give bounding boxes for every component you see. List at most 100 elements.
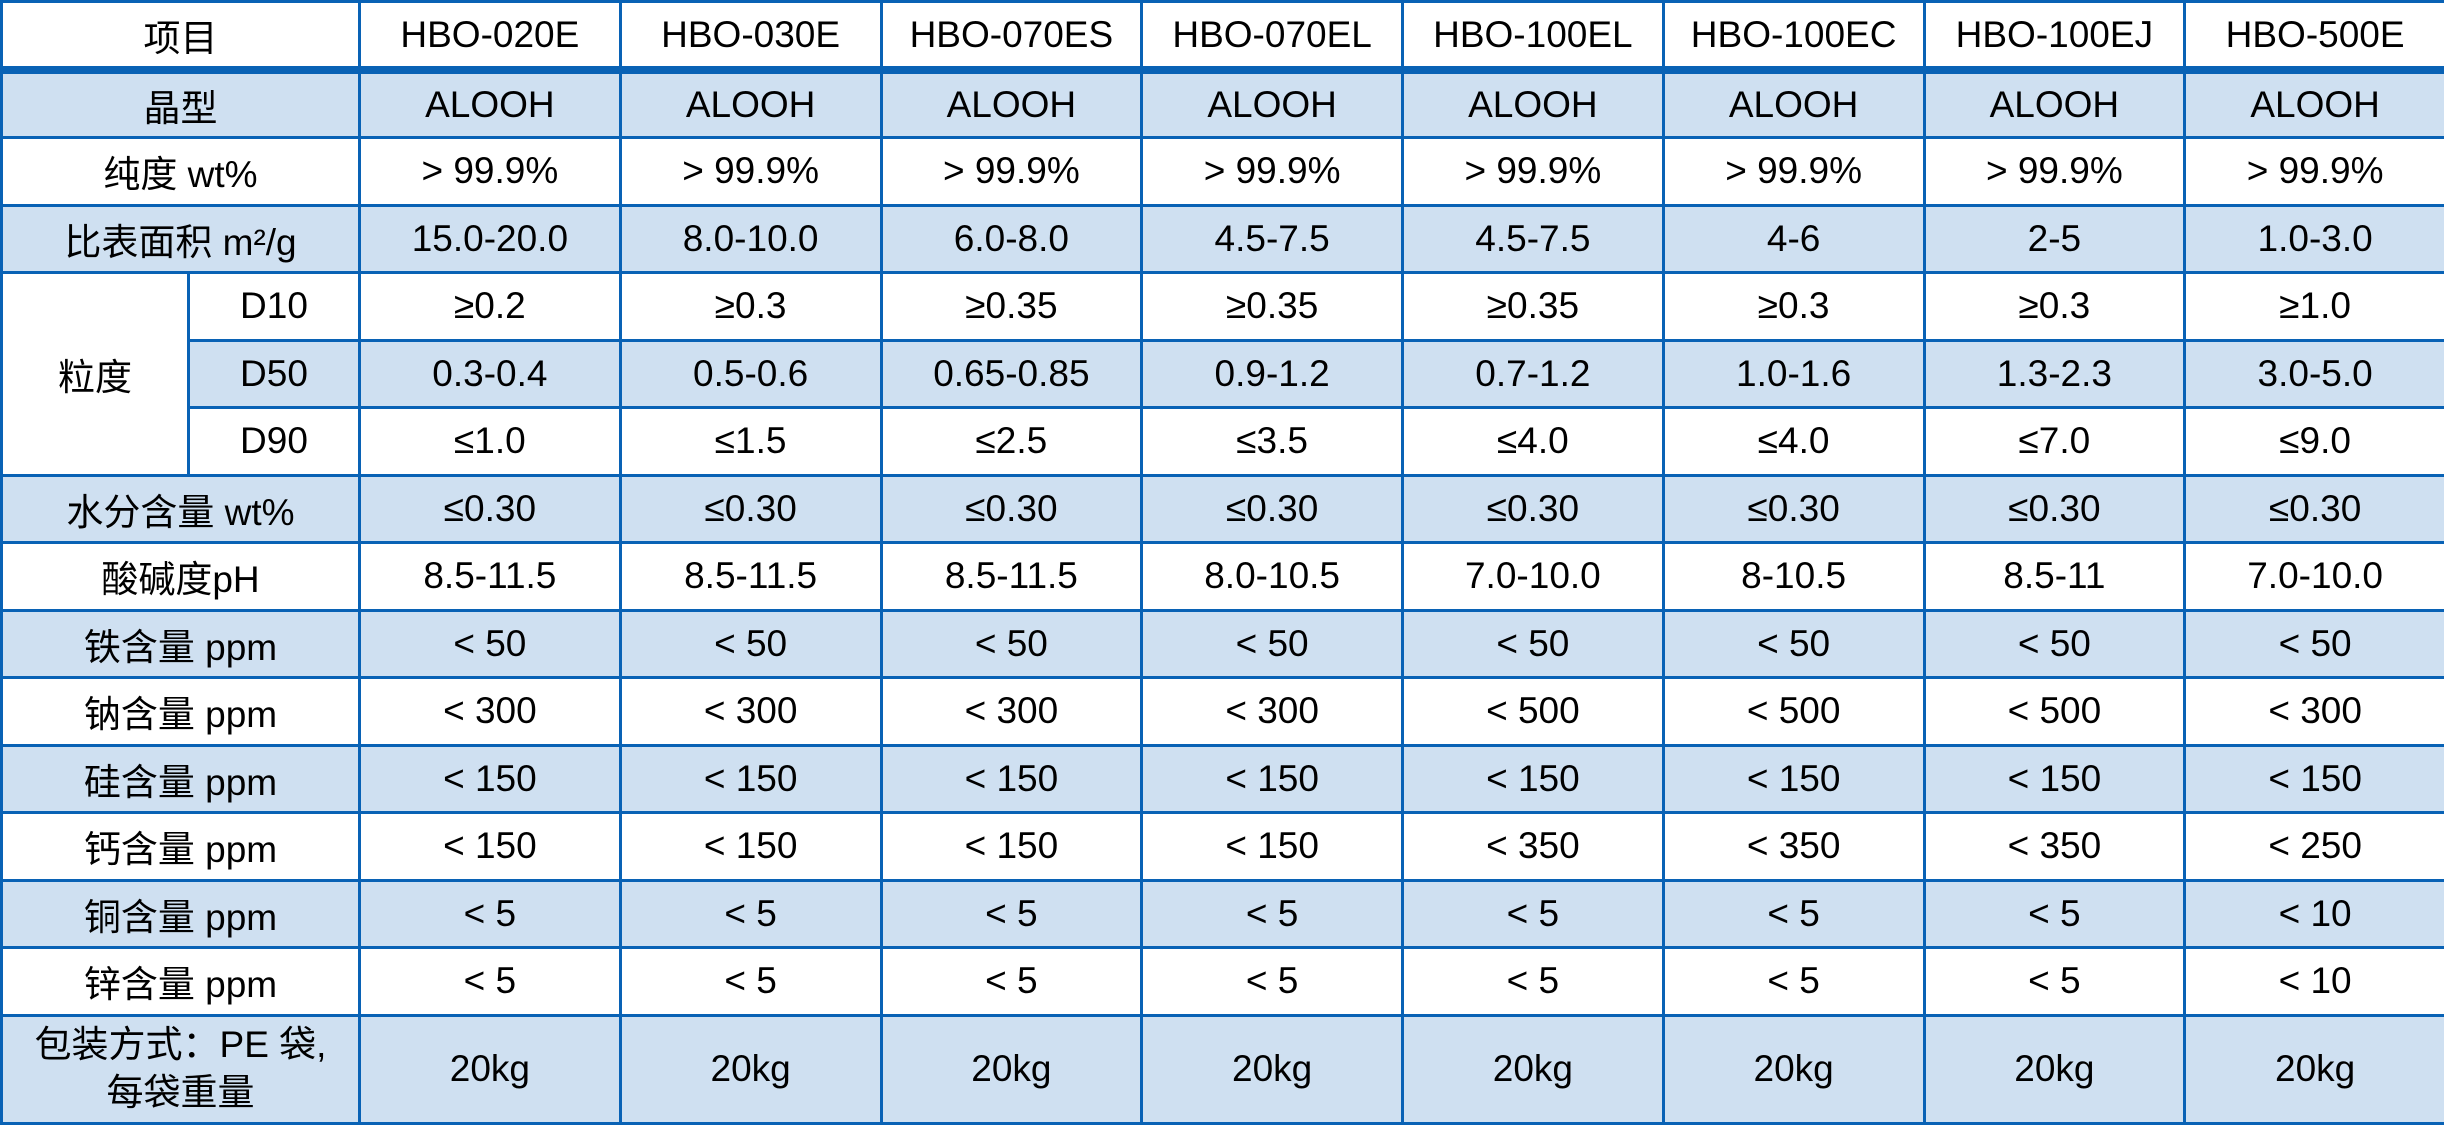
cell-value: < 50 [879, 608, 1144, 680]
cell-value: ≤0.30 [618, 473, 883, 545]
cell-value: < 150 [358, 743, 622, 815]
cell-value: ALOOH [358, 68, 622, 140]
cell-value: < 150 [358, 811, 622, 882]
cell-value: > 99.9% [618, 136, 883, 207]
cell-value: ≤1.0 [358, 406, 622, 477]
cell-value: < 300 [358, 676, 622, 747]
row-silicon-content: 硅含量 ppm < 150 < 150 < 150 < 150 < 150 < … [0, 743, 2444, 815]
row-label-silicon: 硅含量 ppm [0, 743, 361, 815]
cell-value: ALOOH [1401, 68, 1665, 140]
cell-value: ≥0.3 [618, 271, 883, 342]
sub-label-d90: D90 [187, 406, 361, 477]
cell-value: 8-10.5 [1661, 541, 1926, 612]
cell-value: 8.5-11.5 [618, 541, 883, 612]
cell-value: < 10 [2183, 946, 2444, 1017]
cell-value: < 300 [2183, 676, 2444, 747]
cell-value: < 350 [1401, 811, 1665, 882]
packaging-label-line2: 每袋重量 [106, 1072, 255, 1114]
cell-value: 0.7-1.2 [1401, 338, 1665, 410]
cell-value: 0.5-0.6 [618, 338, 883, 410]
cell-value: < 5 [358, 878, 622, 950]
cell-value: < 5 [879, 878, 1144, 950]
cell-value: ≤1.5 [618, 406, 883, 477]
cell-value: ≤0.30 [358, 473, 622, 545]
cell-value: 3.0-5.0 [2183, 338, 2444, 410]
cell-value: ≥0.35 [1401, 271, 1665, 342]
cell-value: 1.3-2.3 [1922, 338, 2187, 410]
cell-value: > 99.9% [2183, 136, 2444, 207]
cell-value: < 300 [1140, 676, 1404, 747]
cell-value: < 5 [1401, 946, 1665, 1017]
cell-value: < 5 [1661, 878, 1926, 950]
cell-value: 6.0-8.0 [879, 203, 1144, 275]
cell-value: > 99.9% [879, 136, 1144, 207]
cell-value: ≤4.0 [1401, 406, 1665, 477]
row-label-specific-surface-area: 比表面积 m²/g [0, 203, 361, 275]
cell-value: ≤4.0 [1661, 406, 1926, 477]
cell-value: < 500 [1401, 676, 1665, 747]
cell-value: < 150 [618, 811, 883, 882]
row-label-zinc: 锌含量 ppm [0, 946, 361, 1017]
cell-value: 8.5-11.5 [358, 541, 622, 612]
cell-value: < 50 [1661, 608, 1926, 680]
cell-value: > 99.9% [1401, 136, 1665, 207]
row-purity: 纯度 wt% > 99.9% > 99.9% > 99.9% > 99.9% >… [0, 136, 2444, 207]
cell-value: > 99.9% [358, 136, 622, 207]
cell-value: ≥0.35 [879, 271, 1144, 342]
packaging-label-line1: 包装方式：PE 袋, [34, 1024, 327, 1066]
header-product-hbo-100el: HBO-100EL [1401, 0, 1665, 75]
cell-value: ≥0.3 [1922, 271, 2187, 342]
row-zinc-content: 锌含量 ppm < 5 < 5 < 5 < 5 < 5 < 5 < 5 < 10 [0, 946, 2444, 1017]
cell-value: 4.5-7.5 [1140, 203, 1404, 275]
cell-value: ≤0.30 [1140, 473, 1404, 545]
cell-value: ≤2.5 [879, 406, 1144, 477]
sub-label-d10: D10 [187, 271, 361, 342]
header-product-hbo-100ec: HBO-100EC [1661, 0, 1926, 75]
cell-value: > 99.9% [1140, 136, 1404, 207]
header-product-hbo-070es: HBO-070ES [879, 0, 1144, 75]
cell-value: < 150 [1661, 743, 1926, 815]
header-row: 项目 HBO-020E HBO-030E HBO-070ES HBO-070EL… [0, 0, 2444, 75]
cell-value: < 50 [1922, 608, 2187, 680]
cell-value: < 350 [1661, 811, 1926, 882]
row-label-ph: 酸碱度pH [0, 541, 361, 612]
cell-value: < 50 [1140, 608, 1404, 680]
cell-value: 8.0-10.5 [1140, 541, 1404, 612]
cell-value: < 150 [1140, 743, 1404, 815]
header-product-hbo-020e: HBO-020E [358, 0, 622, 75]
cell-value: ≥0.2 [358, 271, 622, 342]
cell-value: 1.0-3.0 [2183, 203, 2444, 275]
cell-value: < 300 [618, 676, 883, 747]
cell-value: ALOOH [1140, 68, 1404, 140]
row-label-calcium: 钙含量 ppm [0, 811, 361, 882]
cell-value: 20kg [1661, 1013, 1926, 1125]
row-packaging: 包装方式：PE 袋, 每袋重量 20kg 20kg 20kg 20kg 20kg… [0, 1013, 2444, 1125]
cell-value: < 350 [1922, 811, 2187, 882]
row-moisture: 水分含量 wt% ≤0.30 ≤0.30 ≤0.30 ≤0.30 ≤0.30 ≤… [0, 473, 2444, 545]
cell-value: ALOOH [879, 68, 1144, 140]
cell-value: 20kg [1140, 1013, 1404, 1125]
cell-value: < 500 [1661, 676, 1926, 747]
sub-label-d50: D50 [187, 338, 361, 410]
row-sodium-content: 钠含量 ppm < 300 < 300 < 300 < 300 < 500 < … [0, 676, 2444, 747]
cell-value: 7.0-10.0 [1401, 541, 1665, 612]
cell-value: < 50 [2183, 608, 2444, 680]
cell-value: 8.5-11.5 [879, 541, 1144, 612]
cell-value: ≤0.30 [879, 473, 1144, 545]
cell-value: < 5 [618, 878, 883, 950]
cell-value: < 5 [1922, 878, 2187, 950]
row-specific-surface-area: 比表面积 m²/g 15.0-20.0 8.0-10.0 6.0-8.0 4.5… [0, 203, 2444, 275]
cell-value: < 5 [1401, 878, 1665, 950]
cell-value: 8.5-11 [1922, 541, 2187, 612]
cell-value: 8.0-10.0 [618, 203, 883, 275]
cell-value: < 5 [618, 946, 883, 1017]
cell-value: 20kg [1401, 1013, 1665, 1125]
cell-value: < 5 [1922, 946, 2187, 1017]
row-calcium-content: 钙含量 ppm < 150 < 150 < 150 < 150 < 350 < … [0, 811, 2444, 882]
cell-value: ≤0.30 [2183, 473, 2444, 545]
row-label-moisture: 水分含量 wt% [0, 473, 361, 545]
row-copper-content: 铜含量 ppm < 5 < 5 < 5 < 5 < 5 < 5 < 5 < 10 [0, 878, 2444, 950]
header-product-hbo-070el: HBO-070EL [1140, 0, 1404, 75]
cell-value: < 5 [1661, 946, 1926, 1017]
